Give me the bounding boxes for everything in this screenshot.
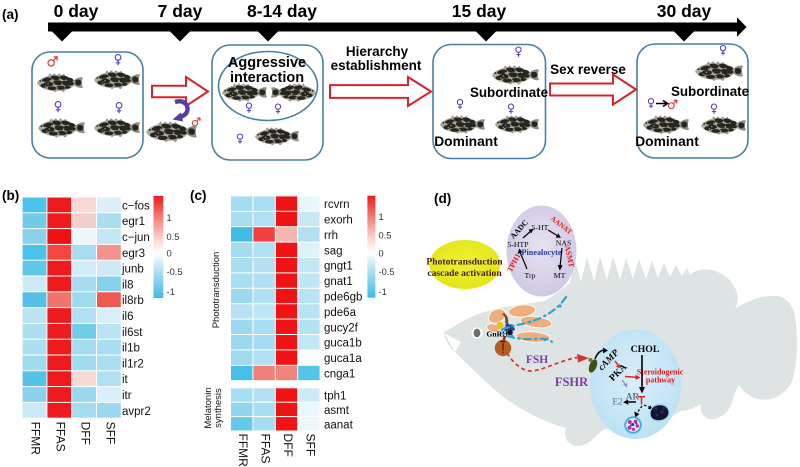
svg-text:-1: -1	[379, 287, 387, 297]
svg-text:il8rb: il8rb	[122, 295, 144, 307]
svg-text:junb: junb	[121, 264, 144, 276]
svg-text:(b): (b)	[2, 188, 19, 203]
svg-text:0.5: 0.5	[167, 232, 180, 242]
svg-text:Subordinate: Subordinate	[470, 85, 548, 100]
svg-text:establishment: establishment	[331, 58, 422, 73]
svg-text:il6st: il6st	[122, 327, 143, 339]
svg-text:rrh: rrh	[324, 230, 338, 242]
svg-text:gucy2f: gucy2f	[324, 322, 359, 334]
svg-text:Dominant: Dominant	[635, 134, 699, 149]
svg-text:il6: il6	[122, 311, 134, 323]
svg-text:Aggressive: Aggressive	[228, 55, 306, 71]
svg-text:asmt: asmt	[324, 405, 350, 417]
svg-text:Steroidogenic: Steroidogenic	[637, 368, 684, 377]
svg-text:pde6gb: pde6gb	[324, 292, 362, 304]
svg-text:cascade activation: cascade activation	[427, 268, 502, 279]
svg-text:exorh: exorh	[324, 215, 353, 227]
svg-text:5-HT: 5-HT	[532, 223, 549, 232]
svg-text:0: 0	[167, 249, 172, 259]
svg-text:GnRH: GnRH	[487, 330, 509, 339]
svg-text:0 day: 0 day	[54, 1, 99, 21]
svg-text:rcvrn: rcvrn	[324, 199, 350, 211]
svg-text:NAS: NAS	[556, 239, 572, 248]
svg-text:CHOL: CHOL	[631, 344, 660, 355]
svg-text:Trp: Trp	[525, 271, 536, 280]
svg-text:1: 1	[379, 212, 384, 222]
svg-text:SFF: SFF	[104, 422, 118, 445]
svg-text:Melatonin: Melatonin	[203, 387, 214, 428]
svg-text:cnga1: cnga1	[324, 369, 355, 381]
svg-text:gngt1: gngt1	[324, 261, 353, 273]
svg-text:Hierarchy: Hierarchy	[346, 44, 409, 59]
svg-text:pde6a: pde6a	[324, 307, 357, 319]
svg-text:MT: MT	[554, 271, 566, 280]
svg-text:avpr2: avpr2	[122, 406, 151, 418]
svg-text:Sex reverse: Sex reverse	[550, 62, 626, 77]
svg-text:8-14 day: 8-14 day	[247, 1, 317, 21]
svg-text:Phototransduction: Phototransduction	[211, 252, 222, 329]
svg-text:E2: E2	[612, 398, 623, 408]
svg-text:FFAS: FFAS	[54, 422, 68, 452]
svg-text:DFF: DFF	[281, 434, 295, 457]
svg-text:guca1b: guca1b	[324, 338, 362, 350]
svg-text:FFAS: FFAS	[259, 434, 273, 464]
svg-text:egr1: egr1	[122, 216, 145, 228]
svg-text:interaction: interaction	[230, 70, 304, 86]
svg-text:FFMR: FFMR	[236, 434, 250, 467]
svg-text:FFMR: FFMR	[29, 422, 43, 456]
svg-text:FSH: FSH	[526, 354, 548, 366]
svg-text:15 day: 15 day	[452, 1, 507, 21]
svg-text:Subordinate: Subordinate	[671, 84, 749, 99]
svg-text:(c): (c)	[190, 188, 207, 203]
svg-text:Phototransduction: Phototransduction	[426, 257, 503, 268]
svg-text:(d): (d)	[434, 191, 451, 206]
svg-text:-0.5: -0.5	[379, 267, 395, 277]
svg-text:sag: sag	[324, 245, 343, 257]
svg-text:0.5: 0.5	[379, 231, 392, 241]
svg-text:1: 1	[167, 213, 172, 223]
svg-text:aanat: aanat	[324, 419, 354, 431]
svg-text:5-HTP: 5-HTP	[507, 240, 529, 249]
svg-text:7 day: 7 day	[158, 1, 203, 21]
svg-text:DFF: DFF	[79, 422, 93, 445]
svg-text:0: 0	[379, 248, 384, 258]
svg-text:-1: -1	[167, 287, 175, 297]
svg-text:30 day: 30 day	[657, 1, 712, 21]
svg-text:-0.5: -0.5	[167, 267, 183, 277]
svg-text:SFF: SFF	[304, 434, 318, 457]
svg-text:tph1: tph1	[324, 391, 346, 403]
svg-text:il1b: il1b	[122, 343, 140, 355]
svg-text:FSHR: FSHR	[555, 375, 589, 389]
svg-text:guca1a: guca1a	[324, 353, 362, 365]
svg-text:(a): (a)	[2, 7, 19, 22]
svg-text:il1r2: il1r2	[122, 358, 144, 370]
svg-text:Pinealocyte: Pinealocyte	[521, 248, 561, 257]
svg-text:pathway: pathway	[646, 376, 675, 385]
svg-text:Dominant: Dominant	[434, 134, 498, 149]
svg-text:synthesis: synthesis	[213, 388, 224, 428]
svg-text:it: it	[122, 374, 129, 386]
svg-text:gnat1: gnat1	[324, 276, 353, 288]
svg-text:c−fos: c−fos	[122, 200, 150, 212]
svg-text:c−jun: c−jun	[122, 232, 150, 244]
svg-text:AR: AR	[626, 393, 640, 403]
svg-text:il8: il8	[122, 279, 134, 291]
svg-text:egr3: egr3	[122, 248, 145, 260]
svg-text:itr: itr	[122, 390, 132, 402]
